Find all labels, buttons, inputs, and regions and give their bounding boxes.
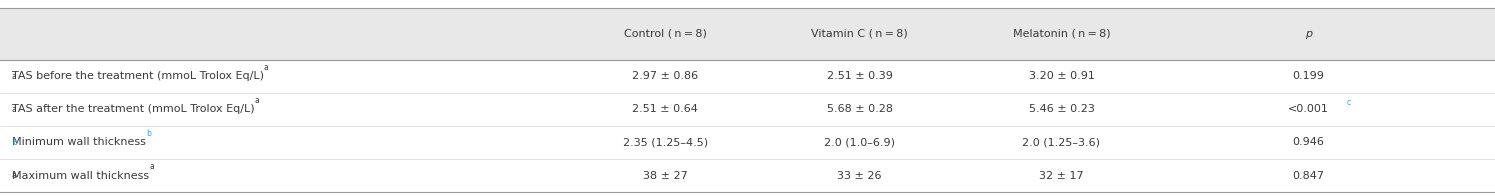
Text: c: c <box>1347 98 1350 107</box>
Text: a: a <box>12 72 16 81</box>
Text: b: b <box>147 129 151 138</box>
Text: Maximum wall thickness: Maximum wall thickness <box>12 171 150 181</box>
Bar <box>0 8 1495 60</box>
Text: 5.46 ± 0.23: 5.46 ± 0.23 <box>1029 104 1094 114</box>
Text: Minimum wall thickness: Minimum wall thickness <box>12 137 147 147</box>
Text: 0.946: 0.946 <box>1292 137 1325 147</box>
Text: 3.20 ± 0.91: 3.20 ± 0.91 <box>1029 71 1094 81</box>
Text: a: a <box>254 96 259 105</box>
Text: <0.001: <0.001 <box>1287 104 1329 114</box>
Text: TAS before the treatment (mmoL Trolox Eq/L): TAS before the treatment (mmoL Trolox Eq… <box>12 71 265 81</box>
Text: Control ( n = 8): Control ( n = 8) <box>623 29 707 39</box>
Text: 0.847: 0.847 <box>1292 171 1325 181</box>
Text: 32 ± 17: 32 ± 17 <box>1039 171 1084 181</box>
Text: TAS after the treatment (mmoL Trolox Eq/L): TAS after the treatment (mmoL Trolox Eq/… <box>12 104 254 114</box>
Text: 2.97 ± 0.86: 2.97 ± 0.86 <box>632 71 698 81</box>
Text: a: a <box>265 63 269 72</box>
Text: 2.51 ± 0.64: 2.51 ± 0.64 <box>632 104 698 114</box>
Text: a: a <box>12 171 16 180</box>
Text: p: p <box>1305 29 1311 39</box>
Text: 2.0 (1.25–3.6): 2.0 (1.25–3.6) <box>1023 137 1100 147</box>
Text: 5.68 ± 0.28: 5.68 ± 0.28 <box>827 104 893 114</box>
Text: Vitamin C ( n = 8): Vitamin C ( n = 8) <box>812 29 907 39</box>
Text: 2.51 ± 0.39: 2.51 ± 0.39 <box>827 71 893 81</box>
Text: a: a <box>12 105 16 114</box>
Text: 38 ± 27: 38 ± 27 <box>643 171 688 181</box>
Text: 33 ± 26: 33 ± 26 <box>837 171 882 181</box>
Text: a: a <box>150 162 154 171</box>
Text: Melatonin ( n = 8): Melatonin ( n = 8) <box>1012 29 1111 39</box>
Text: 0.199: 0.199 <box>1292 71 1325 81</box>
Text: 2.0 (1.0–6.9): 2.0 (1.0–6.9) <box>824 137 896 147</box>
Text: b: b <box>12 138 16 147</box>
Text: 2.35 (1.25–4.5): 2.35 (1.25–4.5) <box>623 137 707 147</box>
